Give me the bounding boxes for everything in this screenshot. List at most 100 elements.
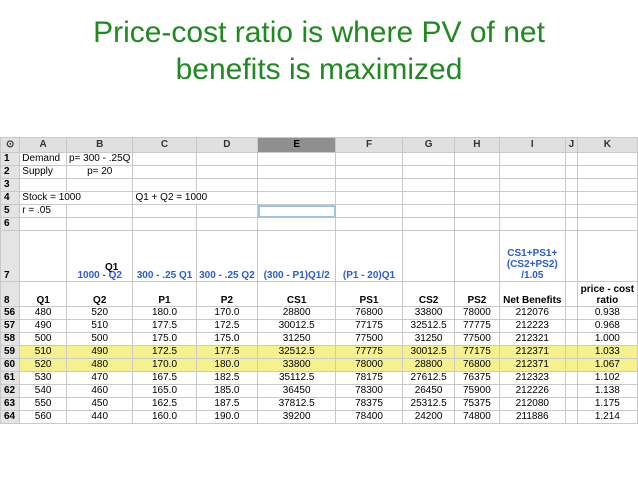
- cell-q1[interactable]: 530: [19, 371, 67, 385]
- cell[interactable]: [498, 204, 567, 218]
- cell-ratio[interactable]: 1.000: [576, 332, 638, 346]
- cell-j[interactable]: [565, 332, 578, 346]
- header-cs1[interactable]: CS1: [257, 281, 337, 307]
- row-number[interactable]: 3: [0, 178, 21, 192]
- cell[interactable]: [132, 204, 197, 218]
- cell[interactable]: [498, 191, 567, 205]
- cell-q1[interactable]: 480: [19, 306, 67, 320]
- cell[interactable]: [454, 204, 500, 218]
- cell[interactable]: [335, 178, 403, 192]
- header-p2[interactable]: P2: [195, 281, 259, 307]
- cell-p1[interactable]: 172.5: [132, 345, 197, 359]
- cell-p2[interactable]: 180.0: [195, 358, 259, 372]
- cell[interactable]: [195, 204, 259, 218]
- cell-net-benefits[interactable]: 212080: [498, 397, 567, 411]
- cell[interactable]: [65, 204, 134, 218]
- cell-ratio[interactable]: 1.067: [576, 358, 638, 372]
- cell[interactable]: [19, 178, 67, 192]
- row-number[interactable]: 5: [0, 204, 21, 218]
- cell-q1[interactable]: 490: [19, 319, 67, 333]
- cell[interactable]: [565, 152, 578, 166]
- cell-ratio[interactable]: 1.033: [576, 345, 638, 359]
- cell-q2[interactable]: 460: [65, 384, 134, 398]
- cell-j[interactable]: [565, 306, 578, 320]
- formula-f7[interactable]: (P1 - 20)Q1: [335, 230, 403, 282]
- header-ps1[interactable]: PS1: [335, 281, 403, 307]
- header-j[interactable]: [565, 281, 578, 307]
- header-q1[interactable]: Q1: [19, 281, 67, 307]
- cell[interactable]: [576, 178, 638, 192]
- column-header-c[interactable]: C: [132, 137, 197, 153]
- cell-cs1[interactable]: 36450: [257, 384, 337, 398]
- cell-q2[interactable]: 480: [65, 358, 134, 372]
- formula-e7[interactable]: (300 - P1)Q1/2: [257, 230, 337, 282]
- cell[interactable]: [498, 152, 567, 166]
- cell[interactable]: [335, 217, 403, 231]
- formula-b7[interactable]: 1000 - Q2: [65, 230, 134, 282]
- cell[interactable]: [195, 152, 259, 166]
- cell-net-benefits[interactable]: 211886: [498, 410, 567, 424]
- cell[interactable]: [19, 217, 67, 231]
- cell-q1[interactable]: 520: [19, 358, 67, 372]
- spreadsheet[interactable]: ⊙ A B C D E F G H I J K 1 Demand p= 300 …: [0, 137, 638, 424]
- cell[interactable]: [565, 178, 578, 192]
- column-header-d[interactable]: D: [195, 137, 259, 153]
- cell[interactable]: [565, 230, 578, 282]
- cell-ps1[interactable]: 78375: [335, 397, 403, 411]
- cell-net-benefits[interactable]: 212371: [498, 345, 567, 359]
- cell[interactable]: [65, 217, 134, 231]
- cell-q2[interactable]: 470: [65, 371, 134, 385]
- cell[interactable]: [576, 204, 638, 218]
- cell-c4[interactable]: Q1 + Q2 = 1000: [132, 191, 259, 205]
- cell-net-benefits[interactable]: 212321: [498, 332, 567, 346]
- cell[interactable]: [454, 152, 500, 166]
- cell[interactable]: [257, 165, 337, 179]
- row-number[interactable]: 1: [0, 152, 21, 166]
- cell[interactable]: [565, 165, 578, 179]
- column-header-f[interactable]: F: [335, 137, 403, 153]
- cell-q1[interactable]: 560: [19, 410, 67, 424]
- selected-cell-e5[interactable]: [257, 204, 337, 218]
- row-number[interactable]: 59: [0, 345, 21, 359]
- cell-cs2[interactable]: 24200: [401, 410, 456, 424]
- cell-cs2[interactable]: 25312.5: [401, 397, 456, 411]
- cell[interactable]: [401, 191, 456, 205]
- cell-j[interactable]: [565, 384, 578, 398]
- cell[interactable]: [132, 217, 197, 231]
- cell-net-benefits[interactable]: 212323: [498, 371, 567, 385]
- cell-ratio[interactable]: 1.175: [576, 397, 638, 411]
- column-header-a[interactable]: A: [19, 137, 67, 153]
- cell[interactable]: [132, 152, 197, 166]
- cell-cs1[interactable]: 31250: [257, 332, 337, 346]
- cell-p2[interactable]: 190.0: [195, 410, 259, 424]
- cell-net-benefits[interactable]: 212223: [498, 319, 567, 333]
- cell-ps2[interactable]: 74800: [454, 410, 500, 424]
- cell[interactable]: [565, 191, 578, 205]
- cell[interactable]: [454, 217, 500, 231]
- cell-p2[interactable]: 175.0: [195, 332, 259, 346]
- cell-cs1[interactable]: 28800: [257, 306, 337, 320]
- row-number[interactable]: 61: [0, 371, 21, 385]
- row-number[interactable]: 6: [0, 217, 21, 231]
- cell-j[interactable]: [565, 319, 578, 333]
- cell-j[interactable]: [565, 358, 578, 372]
- cell[interactable]: [401, 152, 456, 166]
- cell-cs2[interactable]: 32512.5: [401, 319, 456, 333]
- cell-j[interactable]: [565, 345, 578, 359]
- row-number[interactable]: 56: [0, 306, 21, 320]
- row-number[interactable]: 8: [0, 281, 21, 307]
- cell[interactable]: [195, 217, 259, 231]
- cell-q1[interactable]: 500: [19, 332, 67, 346]
- cell[interactable]: [257, 191, 337, 205]
- cell[interactable]: [65, 178, 134, 192]
- column-header-k[interactable]: K: [576, 137, 638, 153]
- cell[interactable]: [19, 230, 67, 282]
- cell-ps2[interactable]: 75375: [454, 397, 500, 411]
- cell[interactable]: [132, 165, 197, 179]
- cell-q1[interactable]: 550: [19, 397, 67, 411]
- formula-d7[interactable]: 300 - .25 Q2: [195, 230, 259, 282]
- formula-i7[interactable]: CS1+PS1+ (CS2+PS2) /1.05: [498, 230, 567, 282]
- cell-cs1[interactable]: 35112.5: [257, 371, 337, 385]
- cell[interactable]: [401, 230, 456, 282]
- cell-ps2[interactable]: 77175: [454, 345, 500, 359]
